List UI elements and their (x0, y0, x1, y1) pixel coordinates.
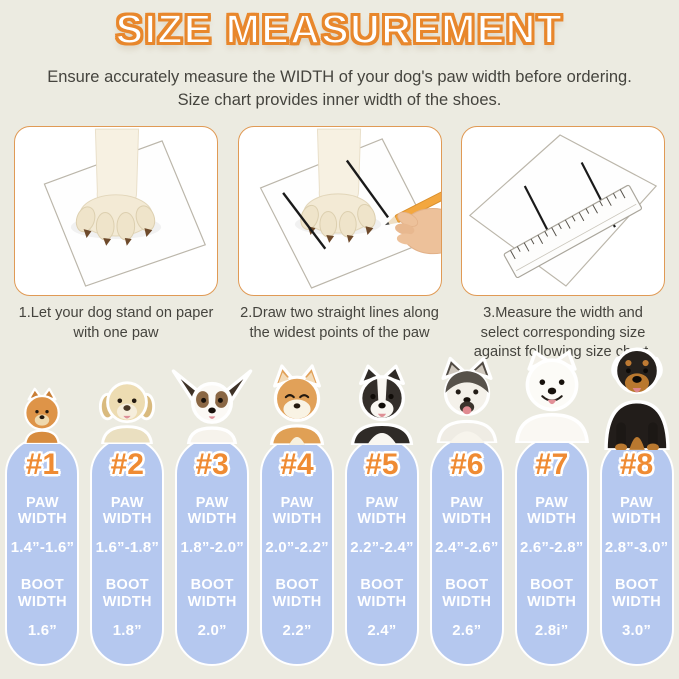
boot-width-value: 2.8i” (534, 621, 569, 639)
step-2: 2.Draw two straight lines along the wide… (237, 125, 442, 363)
paw-width-value: 1.8”-2.0” (180, 539, 244, 557)
size-column-1: #1 PAW WIDTH 1.4”-1.6” BOOT WIDTH 1.6” (0, 340, 85, 679)
dog-image-shiba-inu (257, 362, 337, 445)
size-number: #4 (280, 448, 314, 481)
size-pill-3: #3 PAW WIDTH 1.8”-2.0” BOOT WIDTH 2.0” (175, 437, 250, 666)
size-number: #8 (619, 448, 654, 481)
dog-image-border-collie (341, 362, 423, 445)
boot-width-label: BOOT WIDTH (102, 577, 152, 610)
size-column-4: #4 PAW WIDTH 2.0”-2.2” BOOT WIDTH 2.2” (255, 340, 340, 679)
boot-width-value: 2.6” (452, 621, 482, 639)
size-number: #5 (365, 448, 399, 481)
size-pill-4: #4 PAW WIDTH 2.0”-2.2” BOOT WIDTH 2.2” (260, 437, 335, 666)
paw-width-value: 2.2”-2.4” (350, 539, 414, 557)
size-chart: #1 PAW WIDTH 1.4”-1.6” BOOT WIDTH 1.6” (0, 340, 679, 679)
size-pill-7: #7 PAW WIDTH 2.6”-2.8” BOOT WIDTH 2.8i” (514, 437, 589, 666)
paw-width-label: PAW WIDTH (102, 495, 152, 528)
paw-width-value: 2.4”-2.6” (435, 539, 499, 557)
paw-width-label: PAW WIDTH (357, 495, 407, 528)
size-pill-5: #5 PAW WIDTH 2.2”-2.4” BOOT WIDTH 2.4” (344, 437, 419, 666)
paw-width-value: 1.6”-1.8” (95, 539, 160, 557)
boot-width-label: BOOT WIDTH (527, 577, 577, 610)
ruler-measuring-illustration (468, 134, 658, 287)
size-number: #3 (195, 448, 229, 481)
step-3: 3.Measure the width and select correspon… (461, 125, 665, 363)
step1-caption: 1.Let your dog stand on paper with one p… (18, 304, 214, 341)
boot-width-label: BOOT WIDTH (357, 577, 407, 610)
paw-width-value: 1.4”-1.6” (10, 539, 75, 557)
dog-image-samoyed (508, 346, 596, 443)
size-column-5: #5 PAW WIDTH 2.2”-2.4” BOOT WIDTH 2.4” (340, 340, 425, 679)
boot-width-label: BOOT WIDTH (17, 577, 67, 610)
paw-width-value: 2.0”-2.2” (265, 539, 329, 557)
paw-width-value: 2.8”-3.0” (604, 539, 669, 557)
size-pill-8: #8 PAW WIDTH 2.8”-3.0” BOOT WIDTH 3.0” (599, 437, 674, 666)
size-pill-2: #2 PAW WIDTH 1.6”-1.8” BOOT WIDTH 1.8” (90, 437, 165, 666)
dog-image-husky (427, 356, 507, 443)
subtitle-line-1: Ensure accurately measure the WIDTH of y… (47, 68, 632, 86)
step3-caption: 3.Measure the width and select correspon… (473, 304, 653, 361)
size-number: #1 (25, 448, 60, 481)
size-column-7: #7 PAW WIDTH 2.6”-2.8” BOOT WIDTH 2.8i” (509, 340, 594, 679)
boot-width-value: 2.2” (282, 621, 312, 639)
dog-image-pomeranian (14, 386, 70, 444)
boot-width-label: BOOT WIDTH (272, 577, 322, 610)
subtitle: Ensure accurately measure the WIDTH of y… (10, 66, 670, 113)
paw-on-paper-illustration (43, 128, 207, 287)
ruler-icon (503, 184, 643, 278)
step-1: 1.Let your dog stand on paper with one p… (14, 125, 218, 363)
size-number: #2 (110, 448, 144, 481)
size-column-2: #2 PAW WIDTH 1.6”-1.8” BOOT WIDTH 1.8” (85, 340, 170, 679)
drawing-lines-illustration (259, 128, 441, 289)
paw-width-label: PAW WIDTH (612, 495, 662, 528)
hand-icon (394, 207, 441, 254)
size-column-3: #3 PAW WIDTH 1.8”-2.0” BOOT WIDTH 2.0” (170, 340, 255, 679)
step3-measure-image (461, 125, 665, 296)
boot-width-label: BOOT WIDTH (612, 577, 662, 610)
size-pill-1: #1 PAW WIDTH 1.4”-1.6” BOOT WIDTH 1.6” (5, 437, 80, 666)
step2-draw-lines-image (237, 125, 442, 296)
paw-width-label: PAW WIDTH (187, 495, 237, 528)
boot-width-label: BOOT WIDTH (442, 577, 492, 610)
size-column-8: #8 PAW WIDTH 2.8”-3.0” BOOT WIDTH 3.0” (594, 340, 679, 679)
size-number: #6 (450, 448, 484, 481)
measurement-steps: 1.Let your dog stand on paper with one p… (0, 125, 679, 363)
dog-image-rottweiler (594, 338, 679, 450)
page-title: SIZE MEASUREMENT (115, 5, 564, 53)
subtitle-line-2: Size chart provides inner width of the s… (177, 91, 502, 110)
dog-image-papillon (170, 366, 254, 444)
boot-width-value: 1.8” (112, 621, 142, 639)
size-pill-6: #6 PAW WIDTH 2.4”-2.6” BOOT WIDTH 2.6” (429, 437, 504, 666)
boot-width-value: 2.0” (197, 621, 227, 639)
boot-width-label: BOOT WIDTH (187, 577, 237, 610)
step1-paw-on-paper-image (14, 125, 218, 296)
paw-width-label: PAW WIDTH (442, 495, 492, 528)
dog-image-golden-retriever-puppy (91, 372, 163, 444)
boot-width-value: 2.4” (367, 621, 397, 639)
boot-width-value: 3.0” (621, 621, 652, 639)
paw-width-label: PAW WIDTH (17, 495, 67, 528)
size-column-6: #6 PAW WIDTH 2.4”-2.6” BOOT WIDTH 2.6” (424, 340, 509, 679)
size-number: #7 (535, 448, 569, 481)
paw-width-label: PAW WIDTH (272, 495, 322, 528)
boot-width-value: 1.6” (27, 621, 58, 639)
step2-caption: 2.Draw two straight lines along the wide… (240, 304, 439, 341)
paw-width-label: PAW WIDTH (527, 495, 577, 528)
paw-width-value: 2.6”-2.8” (519, 539, 584, 557)
